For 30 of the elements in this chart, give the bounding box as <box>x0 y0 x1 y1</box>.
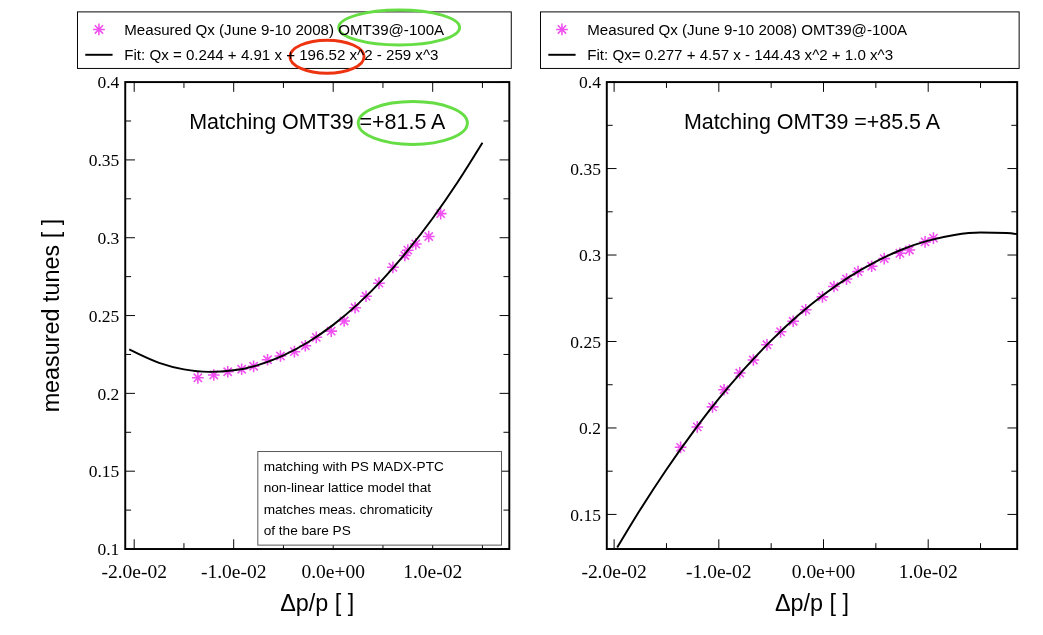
x-tick-label: -1.0e-02 <box>200 561 267 583</box>
y-tick-label: 0.25 <box>88 305 120 326</box>
x-tick-label: 0.0e+00 <box>301 561 365 583</box>
annotation: Matching OMT39 =+85.5 A <box>683 109 941 134</box>
y-tick-label: 0.3 <box>97 227 120 248</box>
x-axis-title: Δp/p [ ] <box>280 590 355 617</box>
x-tick-label: 1.0e-02 <box>403 561 463 583</box>
y-tick-label: 0.25 <box>570 331 602 352</box>
y-tick-label: 0.2 <box>97 383 120 404</box>
note-box: matching with PS MADX-PTC non-linear lattice model that matches meas. chromaticity of the bare PS <box>257 451 502 546</box>
y-tick-label: 0.35 <box>88 150 120 171</box>
x-tick-label: 1.0e-02 <box>898 561 958 583</box>
x-tick-label: -2.0e-02 <box>581 561 647 583</box>
y-tick-label: 0.3 <box>579 245 602 266</box>
x-tick-label: -1.0e-02 <box>686 561 752 583</box>
y-tick-label: 0.2 <box>579 418 601 439</box>
y-axis-title: measured tunes [ ] <box>37 218 64 413</box>
y-tick-label: 0.4 <box>579 72 602 93</box>
y-tick-label: 0.4 <box>97 72 120 93</box>
y-tick-label: 0.1 <box>97 539 120 560</box>
annotation: matching with PS MADX-PTC non-linear lattice model that matches meas. chromaticity of the bare PS <box>263 459 445 539</box>
y-tick-label: 0.15 <box>570 504 602 525</box>
y-tick-label: 0.35 <box>570 158 602 179</box>
x-axis-title: Δp/p [ ] <box>774 590 850 617</box>
annotation: Matching OMT39 =+81.5 A <box>189 109 447 134</box>
legend-label: Measured Qx (June 9-10 2008) OMT39@-100A <box>587 20 909 38</box>
x-tick-label: -2.0e-02 <box>101 561 167 583</box>
legend-label: Fit: Qx= 0.277 + 4.57 x - 144.43 x^2 + 1.0 x^3 <box>587 46 894 64</box>
x-tick-label: 0.0e+00 <box>791 561 856 583</box>
y-tick-label: 0.15 <box>88 461 120 482</box>
